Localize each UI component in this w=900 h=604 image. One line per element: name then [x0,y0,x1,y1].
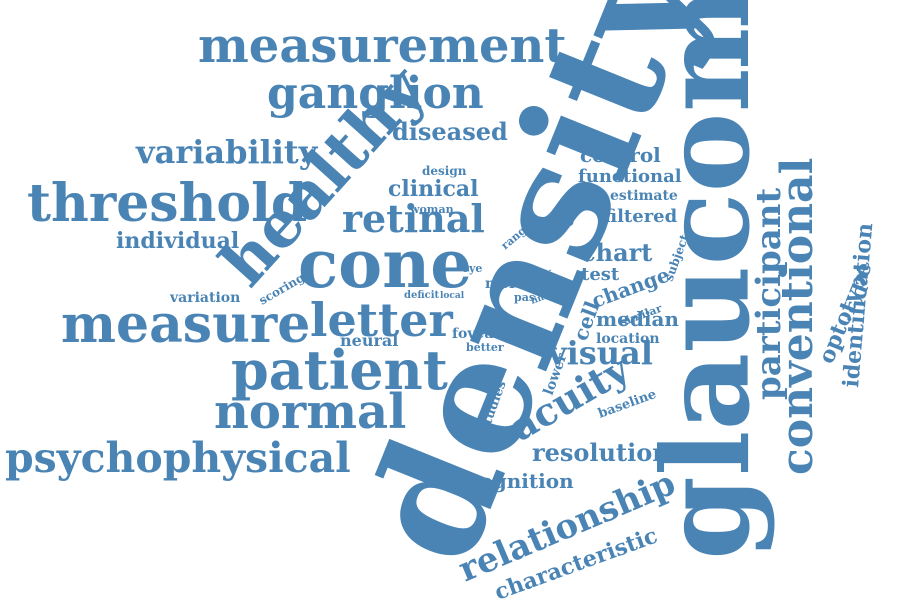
word: test [581,264,620,285]
word: woman [409,203,454,216]
word: measure [61,294,310,355]
word: individual [116,228,239,254]
word: chart [581,238,652,267]
word: filtered [604,206,678,227]
word: local [440,291,465,301]
word: variation [169,290,240,306]
word: measurement [198,18,567,74]
word: letter [310,293,454,347]
word: pas [514,291,535,304]
word: patient [231,338,448,402]
word: conventional [772,158,823,475]
word: variability [135,133,319,171]
word: participant [749,188,789,400]
word: visual [547,334,653,372]
word: diseased [392,117,508,146]
word: neural [340,331,398,350]
word: glaucoma [636,0,777,560]
word: control [580,143,661,167]
word: clinical [388,176,478,202]
word: eye [462,262,482,275]
word: better [466,341,504,354]
word: ratio [526,210,574,231]
word: location [596,331,660,347]
word: retinal [342,196,485,241]
word: normal [214,384,406,440]
word: cone [298,225,472,303]
word: threshold [27,173,307,234]
word: median [596,307,679,331]
word: foveal [452,326,499,342]
word: ganglion [267,68,484,119]
word: deficit [404,290,440,301]
word: more [485,276,526,292]
word: resolution [532,438,670,467]
word: recognition [444,469,574,493]
word: design [422,164,467,178]
word: psychophysical [5,434,351,482]
word: functional [578,166,682,187]
word: estimate [610,188,678,204]
